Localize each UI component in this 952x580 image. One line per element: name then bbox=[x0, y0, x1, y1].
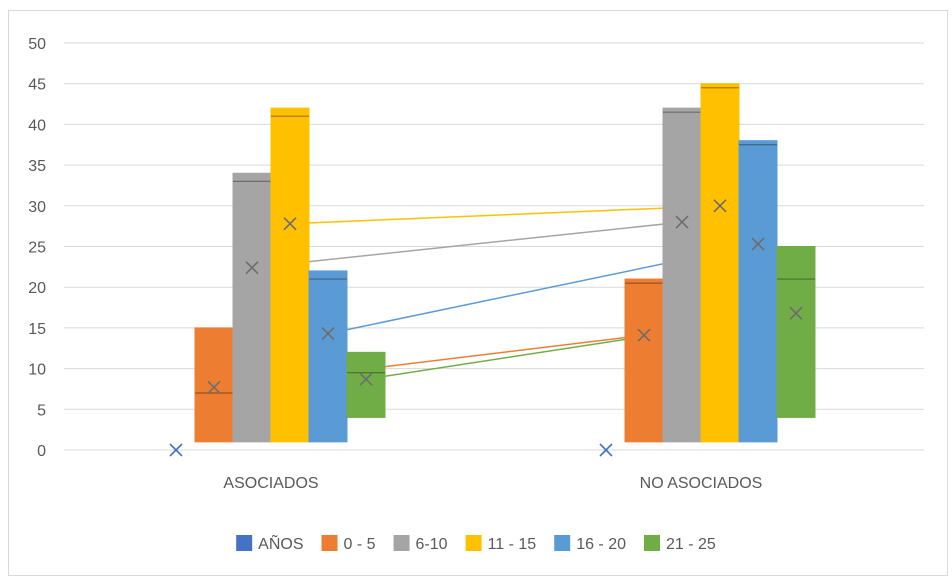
mean-x-stroke bbox=[599, 443, 613, 457]
mean-marker bbox=[245, 261, 259, 275]
box-1-1 bbox=[624, 278, 664, 443]
y-tick-label: 50 bbox=[28, 36, 46, 53]
y-tick-label: 15 bbox=[28, 321, 46, 338]
legend-swatch bbox=[644, 535, 661, 551]
mean-marker bbox=[789, 306, 803, 320]
y-tick-label: 0 bbox=[37, 443, 46, 460]
legend-swatch bbox=[236, 535, 253, 551]
legend-label: AÑOS bbox=[258, 533, 303, 553]
box-3-0 bbox=[270, 107, 310, 443]
y-tick-label: 45 bbox=[28, 77, 46, 94]
legend-item: 6-10 bbox=[393, 535, 448, 553]
legend-item: 0 - 5 bbox=[321, 535, 376, 553]
y-tick-label: 5 bbox=[37, 402, 46, 419]
mean-marker bbox=[207, 380, 221, 394]
mean-line-2 bbox=[251, 221, 683, 269]
mean-marker bbox=[637, 328, 651, 342]
legend-label: 16 - 20 bbox=[576, 536, 626, 553]
mean-marker bbox=[359, 372, 373, 386]
mean-line-3 bbox=[289, 205, 721, 225]
mean-marker bbox=[321, 327, 335, 341]
mean-x-stroke bbox=[321, 327, 335, 341]
y-tick-label: 10 bbox=[28, 362, 46, 379]
x-category-label: ASOCIADOS bbox=[223, 475, 318, 492]
y-tick-label: 35 bbox=[28, 158, 46, 175]
legend-label: 21 - 25 bbox=[666, 536, 716, 553]
box-5-1 bbox=[776, 246, 816, 418]
y-tick-label: 25 bbox=[28, 240, 46, 257]
mean-x-stroke bbox=[675, 215, 689, 229]
y-tick-label: 30 bbox=[28, 199, 46, 216]
x-category-label: NO ASOCIADOS bbox=[640, 475, 763, 492]
box-5-0 bbox=[346, 351, 386, 418]
mean-x-stroke bbox=[637, 328, 651, 342]
legend-item: 21 - 25 bbox=[644, 535, 716, 553]
legend-item: AÑOS bbox=[236, 533, 304, 553]
mean-x-stroke bbox=[245, 261, 259, 275]
box-4-0 bbox=[308, 270, 348, 443]
mean-x-stroke bbox=[207, 380, 221, 394]
mean-x-stroke bbox=[359, 372, 373, 386]
legend-swatch bbox=[321, 535, 338, 551]
mean-x-stroke bbox=[751, 237, 765, 251]
mean-x-stroke bbox=[789, 306, 803, 320]
legend-item: 11 - 15 bbox=[465, 535, 537, 553]
mean-marker bbox=[283, 217, 297, 231]
legend-swatch bbox=[465, 535, 482, 551]
legend-label: 0 - 5 bbox=[344, 536, 376, 553]
box-2-0 bbox=[232, 172, 272, 443]
mean-x-stroke bbox=[169, 443, 183, 457]
legend-item: 16 - 20 bbox=[554, 535, 626, 553]
mean-marker bbox=[599, 443, 613, 457]
mean-marker bbox=[675, 215, 689, 229]
mean-x-stroke bbox=[283, 217, 297, 231]
box-1-0 bbox=[194, 327, 234, 443]
y-tick-label: 40 bbox=[28, 117, 46, 134]
mean-marker bbox=[751, 237, 765, 251]
box-2-1 bbox=[662, 107, 702, 443]
mean-marker bbox=[169, 443, 183, 457]
mean-x-stroke bbox=[713, 199, 727, 213]
mean-marker bbox=[713, 199, 727, 213]
box-3-1 bbox=[700, 83, 740, 443]
legend-swatch bbox=[554, 535, 571, 551]
legend-swatch bbox=[393, 535, 410, 551]
legend-label: 6-10 bbox=[416, 536, 448, 553]
legend-label: 11 - 15 bbox=[488, 536, 537, 553]
box-4-1 bbox=[738, 140, 778, 443]
y-tick-label: 20 bbox=[28, 280, 46, 297]
